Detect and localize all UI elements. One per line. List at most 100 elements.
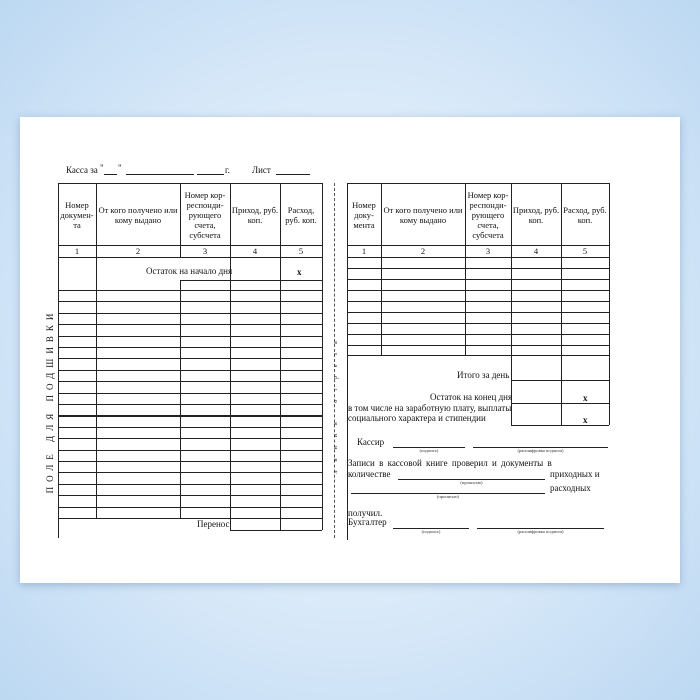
grid-line [347, 301, 609, 302]
column-header: Расход, руб. коп. [563, 204, 607, 225]
signature-decode-hint: (расшифровка подписи) [517, 448, 564, 453]
grid-line [58, 506, 322, 508]
grid-line [58, 335, 322, 337]
grid-line [230, 530, 322, 531]
signature-hint: (подпись) [419, 448, 439, 453]
day-field[interactable] [104, 174, 117, 175]
sheet-label: Лист [252, 165, 271, 175]
cut-line [334, 183, 335, 538]
grid-line [58, 245, 322, 246]
received-label: получил. [348, 508, 383, 518]
grid-line [511, 403, 609, 404]
grid-line [347, 245, 609, 246]
cashier-name-field[interactable] [473, 447, 608, 448]
column-header: Номер докумен-та [60, 199, 94, 230]
grid-line [58, 347, 322, 348]
month-field[interactable] [126, 174, 194, 175]
grid-line [58, 438, 322, 440]
in-words-hint: (прописью) [460, 480, 483, 485]
sheet-field[interactable] [276, 174, 310, 175]
grid-line [58, 369, 322, 371]
grid-line [381, 183, 382, 355]
column-header: Приход, руб. коп. [512, 204, 560, 225]
year-field[interactable] [197, 174, 224, 175]
column-number: 5 [298, 246, 304, 256]
column-number: 4 [533, 246, 539, 256]
total-day-label: Итого за день [457, 370, 510, 380]
grid-line [561, 355, 562, 425]
quantity-label: количестве [348, 469, 391, 479]
column-number: 1 [74, 246, 80, 256]
incoming-count-field[interactable] [398, 479, 545, 480]
grid-line [609, 183, 610, 425]
grid-line [58, 426, 322, 428]
grid-line [58, 312, 322, 314]
column-number: 5 [582, 246, 588, 256]
grid-line [58, 183, 322, 184]
grid-line [511, 355, 512, 425]
grid-line [347, 323, 609, 324]
incoming-label: приходных и [550, 469, 600, 479]
closing-balance-label: Остаток на конец дня [430, 392, 513, 402]
cashier-signature-field[interactable] [393, 447, 465, 448]
including-label-2: социального характера и стипендии [348, 413, 486, 423]
grid-line [511, 380, 609, 381]
column-header: Номер доку-мента [352, 199, 376, 230]
grid-line [322, 183, 323, 530]
column-number: 3 [485, 246, 491, 256]
grid-line [180, 280, 322, 281]
year-suffix: г. [225, 165, 230, 175]
column-header: От кого получено или кому выдано [98, 204, 178, 225]
column-header: Номер кор-респонди-рующего счета, субсче… [184, 189, 226, 240]
grid-line [58, 518, 322, 519]
grid-line [347, 268, 609, 269]
cut-line-label: линия отреза [333, 332, 339, 474]
accountant-name-field[interactable] [477, 528, 604, 529]
quote-open: " [100, 163, 104, 173]
grid-line [58, 472, 322, 474]
column-number: 3 [202, 246, 208, 256]
grid-line [58, 392, 322, 394]
column-number: 2 [135, 246, 141, 256]
column-number: 2 [420, 246, 426, 256]
grid-line [561, 183, 562, 355]
accountant-signature-field[interactable] [393, 528, 469, 529]
column-number: 4 [252, 246, 258, 256]
column-number: 1 [361, 246, 367, 256]
grid-line [511, 425, 609, 426]
quote-close: " [118, 163, 122, 173]
cashier-label: Кассир [357, 437, 385, 447]
outgoing-label: расходных [550, 483, 591, 493]
cash-book-sheet [20, 117, 680, 583]
grid-line [58, 290, 322, 291]
signature-hint: (подпись) [421, 529, 441, 534]
grid-line [58, 449, 322, 451]
grid-line [347, 183, 348, 540]
grid-line [58, 324, 322, 326]
grid-line [180, 183, 181, 257]
grid-line [58, 495, 322, 497]
grid-line [180, 280, 181, 518]
grid-line [58, 257, 322, 258]
grid-line [347, 279, 609, 280]
grid-line [58, 404, 322, 405]
grid-line [511, 183, 512, 355]
grid-line [347, 312, 609, 313]
including-label: в том числе на заработную плату, выплаты [348, 403, 512, 413]
grid-line [465, 183, 466, 355]
outgoing-count-field[interactable] [351, 493, 545, 494]
grid-line [347, 345, 609, 346]
checked-text: Записи в кассовой книге проверил и докум… [348, 458, 552, 468]
grid-line [58, 358, 322, 360]
opening-balance-label: Остаток на начало дня [146, 266, 233, 276]
signature-decode-hint: (расшифровка подписи) [517, 529, 564, 534]
grid-line [96, 183, 97, 518]
grid-line [58, 381, 322, 383]
x-mark: x [583, 415, 588, 425]
grid-line [280, 280, 281, 530]
x-mark: x [297, 267, 302, 277]
grid-line [347, 334, 609, 335]
column-header: Номер кор-респонди-рующего счета, субсче… [467, 189, 509, 240]
grid-line [347, 290, 609, 291]
column-header: Приход, руб. коп. [231, 204, 279, 225]
